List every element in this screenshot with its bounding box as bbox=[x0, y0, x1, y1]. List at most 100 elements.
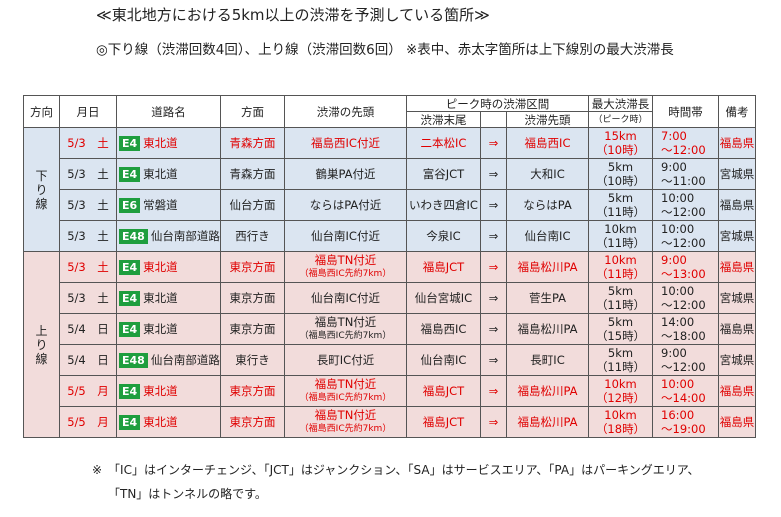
time-cell: 10:00 ～12:00 bbox=[652, 220, 720, 252]
remarks-cell: 福島県 bbox=[718, 313, 757, 345]
route-cell: E4 東北道 bbox=[116, 406, 221, 438]
congestion-head-note: （福島西IC先約7km） bbox=[299, 393, 392, 403]
congestion-head-text: 鶴巣PA付近 bbox=[315, 167, 376, 181]
time-cell: 16:00 ～19:00 bbox=[652, 406, 720, 438]
max-length-cell: 5km （11時） bbox=[588, 189, 654, 221]
tail-cell: 福島JCT bbox=[406, 251, 481, 283]
time-end: ～12:00 bbox=[661, 236, 706, 250]
time-start: 7:00 bbox=[661, 129, 687, 143]
direction-down-cell: 下り線 bbox=[23, 127, 60, 252]
bound-cell: 仙台方面 bbox=[220, 189, 285, 221]
remarks-cell: 宮城県 bbox=[718, 282, 757, 314]
congestion-head-text: 福島TN付近 bbox=[314, 377, 377, 391]
direction-char: 上 bbox=[35, 323, 48, 338]
header-time: 時間帯 bbox=[652, 95, 720, 128]
max-length-cell: 10km （11時） bbox=[588, 220, 654, 252]
time-end: ～12:00 bbox=[661, 205, 706, 219]
max-length-cell: 10km （11時） bbox=[588, 251, 654, 283]
congestion-head-note: （福島西IC先約7km） bbox=[299, 424, 392, 434]
route-number-badge: E4 bbox=[119, 135, 141, 151]
table-row: 5/3 土 E6 常磐道 仙台方面 ならはPA付近 いわき四倉IC ⇒ ならはPA 5km （11… bbox=[23, 189, 757, 221]
route-number-badge: E4 bbox=[119, 166, 141, 182]
section-head-cell: 福島松川PA bbox=[505, 251, 590, 283]
table-row: 上り線 5/3 土 E4 東北道 東京方面 福島TN付近 （福島西IC先約7km） 福島JCT… bbox=[23, 251, 757, 438]
max-length-value: 5km bbox=[607, 284, 634, 298]
max-length-value: 5km bbox=[607, 315, 634, 329]
route-name: 東北道 bbox=[143, 321, 178, 336]
max-length-value: 15km bbox=[604, 129, 637, 143]
time-end: ～18:00 bbox=[661, 329, 706, 343]
footnote-line-2: 「TN」はトンネルの略です。 bbox=[108, 487, 267, 501]
date-cell: 5/3 土 bbox=[59, 251, 117, 283]
remarks-cell: 福島県 bbox=[718, 251, 757, 283]
time-end: ～19:00 bbox=[661, 422, 706, 436]
peak-hour: （11時） bbox=[595, 205, 646, 219]
route-number-badge: E4 bbox=[119, 383, 141, 399]
table-row: 5/5 月 E4 東北道 東京方面 福島TN付近 （福島西IC先約7km） 福島JCT ⇒ 福島… bbox=[23, 406, 757, 438]
route-name: 東北道 bbox=[143, 166, 178, 181]
max-length-value: 10km bbox=[604, 222, 637, 236]
date-cell: 5/5 月 bbox=[59, 406, 117, 438]
section-head-cell: 福島松川PA bbox=[505, 406, 590, 438]
header-arrow bbox=[480, 111, 507, 128]
table-row: 5/4 日 E48 仙台南部道路 東行き 長町IC付近 仙台南IC ⇒ 長町IC 5km （11時… bbox=[23, 344, 757, 376]
arrow-cell: ⇒ bbox=[480, 251, 507, 283]
route-name: 東北道 bbox=[143, 259, 178, 274]
footnote-line-1: ※ 「IC」はインターチェンジ、「JCT」はジャンクション、「SA」はサービスエ… bbox=[92, 463, 700, 477]
tail-cell: 二本松IC bbox=[406, 127, 481, 159]
section-head-cell: 長町IC bbox=[505, 344, 590, 376]
tail-cell: 富谷JCT bbox=[406, 158, 481, 190]
page-subtitle: ◎下り線（渋滞回数4回）、上り線（渋滞回数6回） ※表中、赤太字箇所は上下線別の… bbox=[96, 42, 674, 58]
route-name: 東北道 bbox=[143, 414, 178, 429]
congestion-head-cell: 仙台南IC付近 bbox=[284, 282, 407, 314]
route-number-badge: E48 bbox=[119, 352, 148, 368]
route-cell: E4 東北道 bbox=[116, 375, 221, 407]
route-cell: E4 東北道 bbox=[116, 251, 221, 283]
route-number-badge: E4 bbox=[119, 414, 141, 430]
section-head-cell: 仙台南IC bbox=[505, 220, 590, 252]
date-cell: 5/4 日 bbox=[59, 344, 117, 376]
section-head-cell: 菅生PA bbox=[505, 282, 590, 314]
arrow-cell: ⇒ bbox=[480, 189, 507, 221]
time-start: 10:00 bbox=[661, 191, 695, 205]
direction-char: 線 bbox=[35, 196, 48, 211]
time-start: 10:00 bbox=[661, 222, 695, 236]
table-row: 5/3 土 E48 仙台南部道路 西行き 仙台南IC付近 今泉IC ⇒ 仙台南IC 10km （1… bbox=[23, 220, 757, 252]
time-start: 9:00 bbox=[661, 346, 687, 360]
time-end: ～12:00 bbox=[661, 143, 706, 157]
peak-hour: （10時） bbox=[595, 174, 646, 188]
congestion-head-cell: 仙台南IC付近 bbox=[284, 220, 407, 252]
header-tail: 渋滞末尾 bbox=[406, 111, 481, 128]
arrow-cell: ⇒ bbox=[480, 282, 507, 314]
tail-cell: 福島JCT bbox=[406, 375, 481, 407]
route-cell: E4 東北道 bbox=[116, 158, 221, 190]
time-end: ～12:00 bbox=[661, 298, 706, 312]
congestion-head-cell: 鶴巣PA付近 bbox=[284, 158, 407, 190]
bound-cell: 西行き bbox=[220, 220, 285, 252]
date-cell: 5/3 土 bbox=[59, 158, 117, 190]
peak-hour: （11時） bbox=[595, 360, 646, 374]
congestion-head-cell: 福島TN付近 （福島西IC先約7km） bbox=[284, 375, 407, 407]
peak-hour: （15時） bbox=[595, 329, 646, 343]
congestion-table: 方向 月日 道路名 方面 渋滞の先頭 ピーク時の渋滞区間 最大渋滞長 時間帯 備… bbox=[23, 95, 757, 438]
tail-cell: いわき四倉IC bbox=[406, 189, 481, 221]
time-cell: 10:00 ～12:00 bbox=[652, 189, 720, 221]
route-name: 仙台南部道路 bbox=[150, 352, 220, 367]
max-length-cell: 10km （12時） bbox=[588, 375, 654, 407]
section-head-cell: ならはPA bbox=[505, 189, 590, 221]
tail-cell: 仙台宮城IC bbox=[406, 282, 481, 314]
direction-char: 線 bbox=[35, 351, 48, 366]
bound-cell: 東京方面 bbox=[220, 406, 285, 438]
tail-cell: 福島JCT bbox=[406, 406, 481, 438]
remarks-cell: 福島県 bbox=[718, 406, 757, 438]
route-name: 常磐道 bbox=[143, 197, 178, 212]
remarks-cell: 福島県 bbox=[718, 189, 757, 221]
bound-cell: 東行き bbox=[220, 344, 285, 376]
peak-hour: （11時） bbox=[595, 236, 646, 250]
date-cell: 5/3 土 bbox=[59, 189, 117, 221]
direction-char: り bbox=[35, 337, 48, 352]
table-row: 5/3 土 E4 東北道 東京方面 仙台南IC付近 仙台宮城IC ⇒ 菅生PA 5km （11時）… bbox=[23, 282, 757, 314]
congestion-head-text: 福島TN付近 bbox=[314, 253, 377, 267]
header-bound: 方面 bbox=[220, 95, 285, 128]
arrow-cell: ⇒ bbox=[480, 313, 507, 345]
